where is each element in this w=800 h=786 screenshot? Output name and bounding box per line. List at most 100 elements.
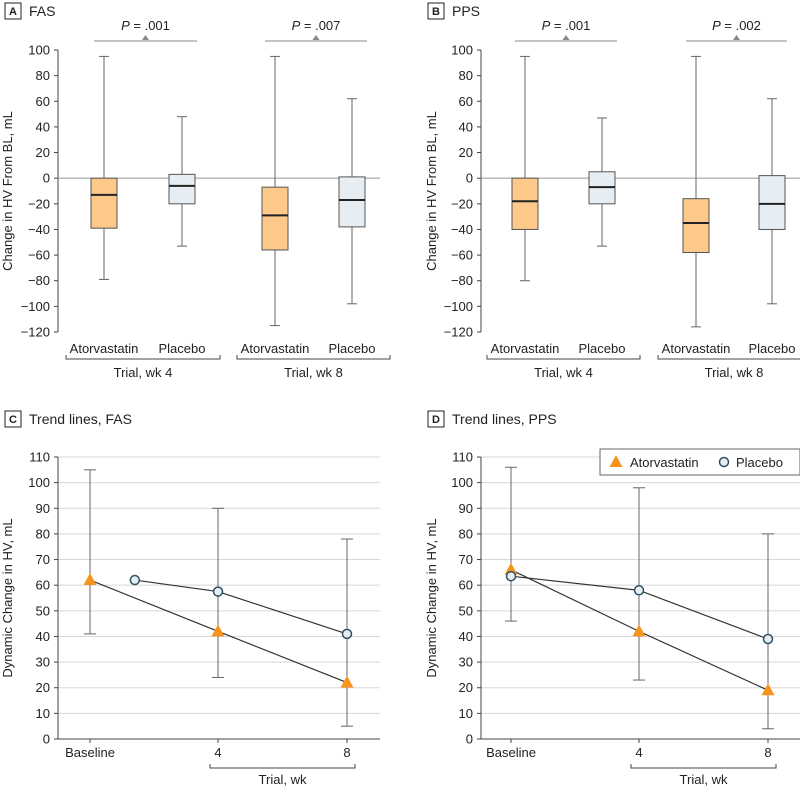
panel-letter-box [4, 410, 22, 428]
legend-placebo-marker [718, 456, 730, 468]
y-tick-label: 0 [43, 732, 50, 747]
group-label: Trial, wk 4 [114, 365, 173, 380]
y-tick-label: 40 [459, 119, 473, 134]
y-tick-label: 80 [459, 68, 473, 83]
x-group-bracket [630, 764, 777, 769]
y-tick-label: 70 [36, 552, 50, 567]
group-bracket [486, 355, 641, 360]
box-iqr [682, 198, 710, 254]
category-label: Placebo [159, 341, 206, 356]
y-tick-label: 50 [459, 603, 473, 618]
p-value-marker [562, 35, 570, 40]
y-tick-label: 60 [36, 578, 50, 593]
panel-title: Trend lines, FAS [29, 411, 132, 427]
legend-placebo-label: Placebo [736, 455, 783, 470]
legend-box [599, 448, 800, 476]
group-label: Trial, wk 4 [534, 365, 593, 380]
y-tick-label: 10 [459, 706, 473, 721]
placebo-point [212, 586, 224, 597]
category-label: Atorvastatin [70, 341, 139, 356]
y-tick-label: −60 [451, 248, 473, 263]
panel-letter-box [427, 2, 445, 20]
atorvastatin-point [83, 573, 97, 586]
panel-d: D Trend lines, PPS 0 10 20 30 40 50 60 70 80 90 100 1… [424, 410, 800, 786]
x-tick-label: 4 [214, 745, 221, 760]
group-bracket [65, 355, 221, 360]
panel-letter: C [9, 414, 17, 426]
y-tick-label: 0 [466, 732, 473, 747]
x-axis-title: Trial, wk [680, 772, 728, 786]
y-tick-label: −100 [444, 299, 473, 314]
x-tick-label: 8 [343, 745, 350, 760]
panel-letter-box [4, 2, 22, 20]
y-tick-label: 20 [36, 145, 50, 160]
p-value-marker [312, 35, 320, 40]
y-tick-label: −80 [28, 273, 50, 288]
category-label: Placebo [329, 341, 376, 356]
category-label: Atorvastatin [241, 341, 310, 356]
y-tick-label: 60 [459, 578, 473, 593]
category-label: Atorvastatin [491, 341, 560, 356]
panel-title: Trend lines, PPS [452, 411, 557, 427]
y-tick-label: 20 [459, 145, 473, 160]
y-tick-label: −60 [28, 248, 50, 263]
y-tick-label: 100 [451, 43, 473, 58]
y-tick-label: 0 [466, 171, 473, 186]
y-tick-label: 80 [36, 68, 50, 83]
y-tick-label: 90 [459, 501, 473, 516]
group-bracket [236, 355, 391, 360]
legend-atorvastatin-marker [609, 455, 623, 467]
y-axis-title: Change in HV From BL, mL [424, 111, 439, 271]
y-tick-label: 70 [459, 552, 473, 567]
y-tick-label: 80 [459, 526, 473, 541]
y-tick-label: 40 [36, 629, 50, 644]
y-axis-title: Dynamic Change in HV, mL [0, 518, 15, 677]
box-iqr [511, 177, 539, 230]
x-tick-label: 4 [635, 745, 642, 760]
x-tick-label: 8 [764, 745, 771, 760]
y-tick-label: −20 [451, 196, 473, 211]
box-iqr [168, 173, 196, 205]
placebo-point [505, 570, 517, 582]
panel-letter: D [432, 414, 440, 426]
category-label: Atorvastatin [662, 341, 731, 356]
group-bracket [657, 355, 800, 360]
y-tick-label: 110 [29, 450, 50, 465]
y-axis-title: Dynamic Change in HV, mL [424, 518, 439, 677]
y-tick-label: 100 [28, 475, 50, 490]
y-tick-label: −80 [451, 273, 473, 288]
y-tick-label: 10 [36, 706, 50, 721]
placebo-point [633, 585, 645, 596]
placebo-point [341, 628, 353, 640]
p-value-label: P = .001 [121, 18, 170, 33]
y-tick-label: 100 [451, 475, 473, 490]
panel-b: B PPS 100 80 60 40 20 0 −20 −40 −60 −80 −100 −120 Chan… [424, 2, 800, 380]
series-line [134, 579, 348, 635]
group-label: Trial, wk 8 [705, 365, 764, 380]
y-tick-label: −120 [21, 325, 50, 340]
atorvastatin-point [340, 675, 354, 688]
y-tick-label: 40 [36, 119, 50, 134]
panel-letter: B [432, 6, 440, 18]
y-tick-label: 50 [36, 603, 50, 618]
box-iqr [758, 175, 786, 230]
y-tick-label: 20 [459, 680, 473, 695]
y-tick-label: −100 [21, 299, 50, 314]
y-tick-label: 0 [43, 171, 50, 186]
x-tick-label: Baseline [65, 745, 115, 760]
legend-atorvastatin-label: Atorvastatin [630, 455, 699, 470]
p-value-label: P = .007 [292, 18, 341, 33]
group-label: Trial, wk 8 [284, 365, 343, 380]
placebo-point [762, 633, 774, 645]
y-tick-label: 30 [459, 655, 473, 670]
y-axis-title: Change in HV From BL, mL [0, 111, 15, 271]
p-value-label: P = .002 [712, 18, 761, 33]
y-tick-label: −120 [444, 325, 473, 340]
p-value-marker [142, 35, 149, 40]
category-label: Placebo [579, 341, 626, 356]
p-value-label: P = .001 [542, 18, 591, 33]
atorvastatin-point [211, 624, 225, 637]
placebo-point [129, 574, 141, 586]
y-tick-label: −40 [451, 222, 473, 237]
